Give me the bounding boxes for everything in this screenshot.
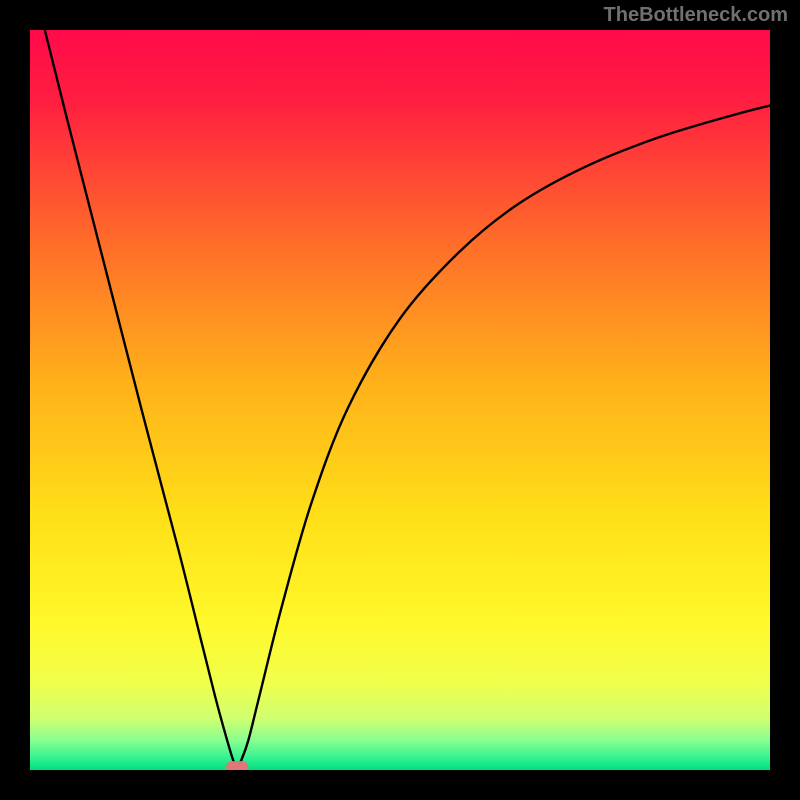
marker-layer	[30, 30, 770, 770]
chart-frame: TheBottleneck.com	[0, 0, 800, 800]
watermark-text: TheBottleneck.com	[604, 4, 788, 27]
plot-area	[30, 30, 770, 770]
optimum-marker	[226, 761, 248, 770]
